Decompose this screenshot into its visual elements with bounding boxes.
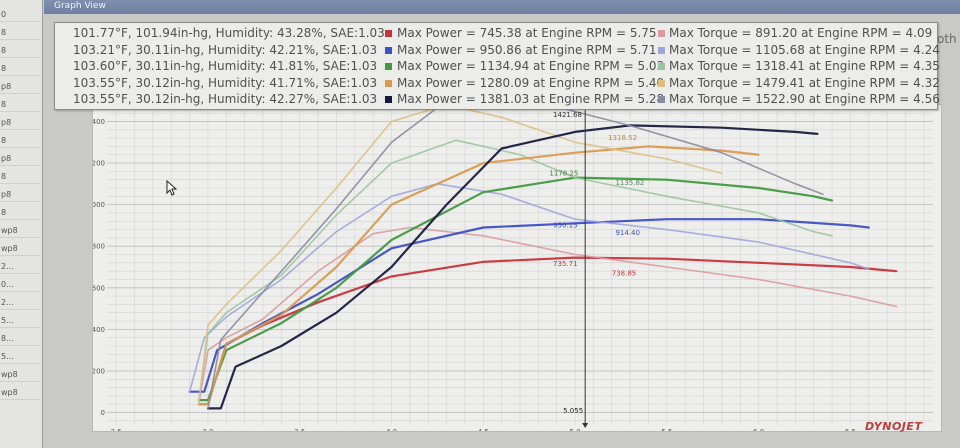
cursor-marker-icon — [582, 423, 589, 428]
mouse-pointer-icon — [166, 179, 178, 200]
legend-power-swatch — [385, 96, 392, 103]
run-list-item[interactable]: wp8 — [0, 368, 40, 382]
x-tick-label: 2.5 — [111, 428, 122, 431]
legend-max-torque: Max Torque = 1105.68 at Engine RPM = 4.2… — [669, 42, 940, 57]
x-tick-label: 3.0 — [202, 428, 213, 431]
legend-power-swatch — [385, 79, 392, 87]
x-tick-label: 5.5 — [661, 428, 672, 431]
run-list-item[interactable]: 2... — [0, 260, 40, 274]
legend-conditions: 101.77°F, 101.94in-hg, Humidity: 43.28%,… — [73, 26, 385, 40]
legend-row: 103.55°F, 30.12in-hg, Humidity: 41.71%, … — [55, 75, 940, 92]
legend-max-power: Max Power = 745.38 at Engine RPM = 5.75 — [397, 26, 657, 40]
y-tick-label: 0 — [101, 409, 105, 417]
legend-max-torque: Max Torque = 1479.41 at Engine RPM = 4.3… — [669, 75, 940, 90]
curve-power-4 — [197, 176, 834, 402]
run-list-item[interactable]: 5... — [0, 350, 40, 364]
y-tick-label: 400 — [93, 326, 105, 334]
cursor-value-label: 735.71 — [553, 260, 578, 268]
legend-torque-swatch — [658, 96, 665, 103]
x-tick-label: 6.0 — [753, 428, 764, 431]
run-list-item[interactable]: wp8 — [0, 224, 40, 238]
run-list-item[interactable]: 2... — [0, 296, 40, 310]
run-list-item[interactable]: 8 — [0, 98, 40, 112]
curve-power-6 — [197, 145, 760, 406]
cursor-value-label: 1135.82 — [615, 179, 644, 187]
run-list-item[interactable]: 0 — [0, 8, 40, 22]
run-list-item[interactable]: p8 — [0, 116, 40, 130]
curve-power-2 — [188, 218, 870, 393]
curve-torque-9 — [207, 105, 824, 410]
plot-area[interactable]: 1421.68 1318.52 1178.25 1135.82 950.15 914.40… — [92, 104, 942, 432]
x-tick-label: 5.0 — [569, 428, 580, 431]
run-list-item[interactable]: 8 — [0, 206, 40, 220]
legend-torque-swatch — [658, 46, 665, 54]
cursor-value-label: 1421.68 — [553, 111, 582, 119]
chart-legend: 101.77°F, 101.94in-hg, Humidity: 43.28%,… — [54, 22, 940, 110]
x-tick-label: 3.5 — [294, 428, 305, 431]
dyno-chart[interactable]: 1421.68 1318.52 1178.25 1135.82 950.15 914.40… — [93, 105, 941, 431]
run-list-item[interactable]: 8 — [0, 44, 40, 58]
y-tick-label: 200 — [93, 367, 105, 375]
legend-max-power: Max Power = 1381.03 at Engine RPM = 5.28 — [397, 92, 665, 106]
legend-row: 101.77°F, 101.94in-hg, Humidity: 43.28%,… — [55, 26, 935, 42]
run-list-panel: 0 8 8 8 p8 8 p8 8 p8 8 p8 8 wp8 wp8 2... 0... 2... 5... 8.… — [0, 0, 43, 448]
legend-conditions: 103.60°F, 30.11in-hg, Humidity: 41.81%, … — [73, 59, 378, 73]
run-list-item[interactable]: wp8 — [0, 242, 40, 256]
legend-max-torque: Max Torque = 1318.41 at Engine RPM = 4.3… — [669, 59, 940, 73]
window-title: Graph View — [54, 1, 106, 11]
run-list-item[interactable]: 5... — [0, 314, 40, 328]
legend-max-power: Max Power = 1134.94 at Engine RPM = 5.03 — [397, 59, 665, 73]
run-list-item[interactable]: 0... — [0, 278, 40, 292]
cursor-rpm-label: 5.055 — [563, 407, 583, 415]
legend-power-swatch — [385, 63, 392, 70]
x-tick-label: 4.0 — [386, 428, 397, 431]
legend-row: 103.21°F, 30.11in-hg, Humidity: 42.21%, … — [55, 42, 940, 59]
curve-torque-5 — [198, 139, 833, 401]
run-list-item[interactable]: 8 — [0, 170, 40, 184]
legend-power-swatch — [385, 30, 392, 37]
curve-torque-7 — [198, 105, 723, 406]
cursor-value-label: 950.15 — [553, 222, 578, 230]
cursor-value-label: 914.40 — [615, 229, 640, 237]
run-list-item[interactable]: wp8 — [0, 386, 40, 400]
cursor-value-label: 738.85 — [612, 269, 637, 277]
y-tick-label: 1400 — [93, 118, 105, 126]
run-list-item[interactable]: 8... — [0, 332, 40, 346]
legend-torque-swatch — [658, 79, 665, 87]
legend-overflow-text: oth — [937, 32, 957, 46]
x-tick-label: 4.5 — [478, 428, 489, 431]
window-titlebar: Graph View — [44, 0, 960, 14]
legend-max-power: Max Power = 950.86 at Engine RPM = 5.71 — [397, 42, 657, 57]
legend-conditions: 103.55°F, 30.12in-hg, Humidity: 41.71%, … — [73, 75, 378, 90]
run-list-item[interactable]: p8 — [0, 80, 40, 94]
x-tick-label: 6.5 — [845, 428, 856, 431]
legend-max-torque: Max Torque = 891.20 at Engine RPM = 4.09 — [669, 26, 933, 40]
cursor-value-label: 1178.25 — [549, 170, 578, 178]
run-list-item[interactable]: 8 — [0, 26, 40, 40]
run-list-item[interactable]: p8 — [0, 188, 40, 202]
brand-logo: DYNOJET — [865, 420, 923, 433]
run-list-item[interactable]: p8 — [0, 152, 40, 166]
legend-conditions: 103.55°F, 30.12in-hg, Humidity: 42.27%, … — [73, 92, 378, 106]
legend-row: 103.55°F, 30.12in-hg, Humidity: 42.27%, … — [55, 92, 940, 108]
y-tick-label: 1000 — [93, 201, 105, 209]
y-tick-label: 800 — [93, 243, 105, 251]
legend-conditions: 103.21°F, 30.11in-hg, Humidity: 42.21%, … — [73, 42, 378, 57]
legend-torque-swatch — [658, 63, 665, 70]
legend-max-power: Max Power = 1280.09 at Engine RPM = 5.40 — [397, 75, 665, 90]
curve-power-8 — [206, 124, 819, 410]
legend-torque-swatch — [658, 30, 665, 37]
legend-row: 103.60°F, 30.11in-hg, Humidity: 41.81%, … — [55, 59, 940, 75]
y-tick-label: 600 — [93, 284, 105, 292]
y-tick-label: 1200 — [93, 160, 105, 168]
cursor-value-label: 1318.52 — [608, 134, 637, 142]
run-list-item[interactable]: 8 — [0, 62, 40, 76]
run-list-item[interactable]: 8 — [0, 134, 40, 148]
legend-max-torque: Max Torque = 1522.90 at Engine RPM = 4.5… — [669, 92, 940, 106]
legend-power-swatch — [385, 46, 392, 54]
curve-torque-1 — [198, 226, 898, 406]
